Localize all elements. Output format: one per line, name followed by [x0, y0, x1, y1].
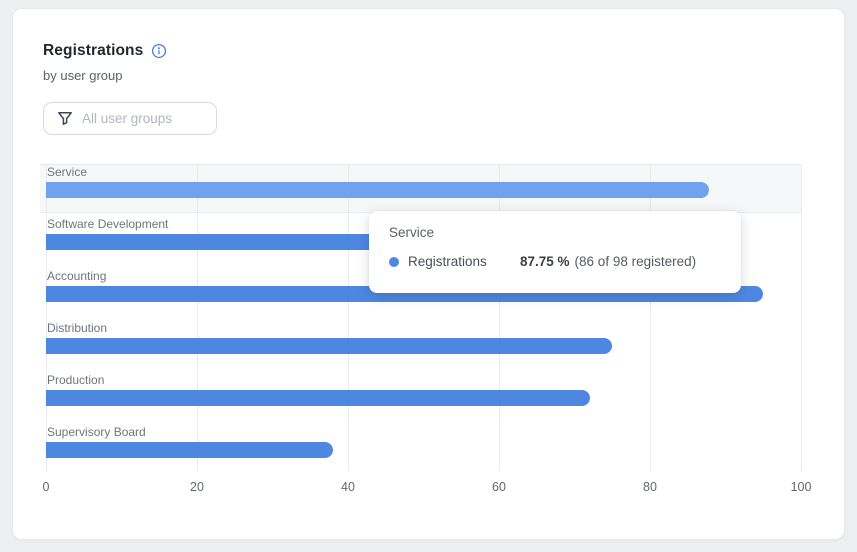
- gridline: [499, 164, 500, 471]
- chart-title: Registrations: [43, 42, 144, 59]
- series-dot-icon: [389, 256, 399, 267]
- x-axis-tick-label: 20: [190, 480, 204, 494]
- x-axis-tick-label: 0: [42, 480, 50, 494]
- category-label-software-development: Software Development: [47, 217, 169, 231]
- tooltip-value: 87.75 %: [520, 254, 570, 269]
- gridline: [348, 164, 349, 471]
- category-label-production: Production: [47, 373, 105, 387]
- x-axis-tick-label: 100: [790, 480, 812, 494]
- gridline: [801, 164, 802, 471]
- gridline: [197, 164, 198, 471]
- category-label-service: Service: [47, 165, 88, 179]
- registrations-bar-supervisory-board[interactable]: [46, 442, 333, 458]
- tooltip-detail: (86 of 98 registered): [574, 254, 697, 269]
- card-header: Registrations: [43, 42, 167, 60]
- chart-tooltip: Service Registrations 87.75 % (86 of 98 …: [369, 211, 741, 293]
- plot-area: 0 20 40 60 80 100 Service Software Development A…: [40, 164, 811, 504]
- registrations-bar-service[interactable]: [46, 182, 709, 198]
- tooltip-row: Registrations 87.75 % (86 of 98 register…: [389, 254, 721, 269]
- user-group-filter[interactable]: [43, 102, 217, 135]
- filter-input[interactable]: [82, 111, 208, 126]
- x-axis-tick-label: 80: [643, 480, 657, 494]
- funnel-icon: [57, 111, 73, 126]
- info-icon[interactable]: [151, 43, 167, 59]
- category-label-supervisory-board: Supervisory Board: [47, 425, 146, 439]
- tooltip-series-label: Registrations: [408, 254, 487, 269]
- x-axis-tick-label: 40: [341, 480, 355, 494]
- gridline: [46, 164, 47, 471]
- gridline: [650, 164, 651, 471]
- chart-subtitle: by user group: [43, 68, 123, 83]
- x-axis-tick-label: 60: [492, 480, 506, 494]
- category-label-accounting: Accounting: [47, 269, 107, 283]
- registrations-card: Registrations by user group 0 20 40 60 80 100…: [12, 8, 845, 540]
- category-label-distribution: Distribution: [47, 321, 108, 335]
- registrations-bar-production[interactable]: [46, 390, 590, 406]
- tooltip-title: Service: [389, 225, 435, 240]
- registrations-bar-distribution[interactable]: [46, 338, 613, 354]
